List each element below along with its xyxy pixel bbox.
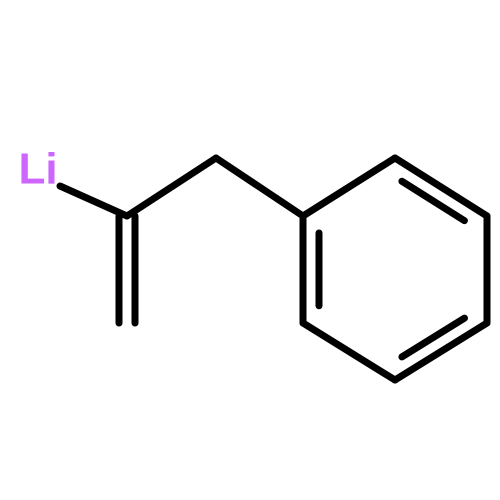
bonds-layer <box>60 158 487 380</box>
labels-layer: Li <box>18 145 57 194</box>
bond <box>303 323 395 380</box>
bond <box>60 186 127 216</box>
bond <box>303 158 395 216</box>
atom-label-li: Li <box>18 145 57 194</box>
bond <box>402 181 465 220</box>
molecule-canvas: Li <box>0 0 500 500</box>
bond <box>402 318 465 357</box>
bond <box>127 158 216 216</box>
bond <box>216 158 303 216</box>
